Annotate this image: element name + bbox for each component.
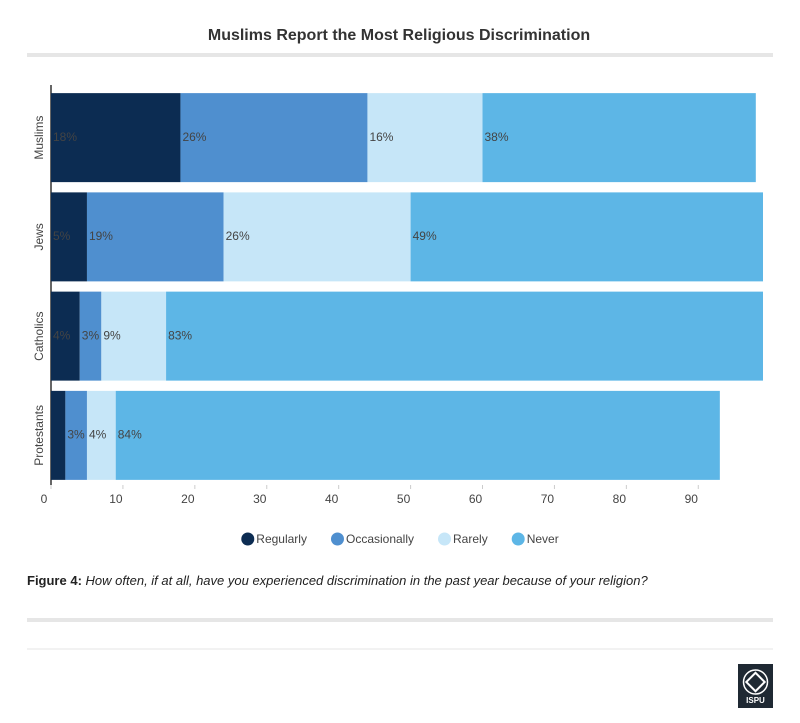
chart-title: Muslims Report the Most Religious Discri… bbox=[208, 27, 590, 44]
value-label: 84% bbox=[118, 428, 142, 442]
bar-segment bbox=[51, 93, 181, 183]
bar-segment bbox=[101, 291, 167, 381]
legend-label: Rarely bbox=[453, 532, 488, 546]
x-tick-label: 90 bbox=[685, 492, 699, 506]
value-label: 4% bbox=[89, 428, 107, 442]
value-label: 83% bbox=[168, 328, 192, 342]
legend-swatch bbox=[241, 532, 255, 546]
value-label: 38% bbox=[485, 130, 509, 144]
x-tick-label: 10 bbox=[109, 492, 123, 506]
y-tick-label: Catholics bbox=[32, 311, 46, 360]
bar-segment bbox=[115, 390, 720, 480]
value-label: 18% bbox=[53, 130, 77, 144]
bar-segment bbox=[51, 291, 80, 381]
x-tick-label: 40 bbox=[325, 492, 339, 506]
legend-swatch bbox=[330, 532, 344, 546]
value-label: 26% bbox=[226, 229, 250, 243]
caption: Figure 4: How often, if at all, have you… bbox=[27, 573, 649, 588]
x-tick-label: 50 bbox=[397, 492, 411, 506]
legend-label: Never bbox=[527, 532, 559, 546]
bar-segment bbox=[86, 390, 116, 480]
legend-swatch bbox=[438, 532, 452, 546]
divider bbox=[27, 53, 773, 57]
bar-segment bbox=[482, 93, 756, 183]
logo-text: ISPU bbox=[746, 696, 765, 705]
value-label: 19% bbox=[89, 229, 113, 243]
x-tick-label: 80 bbox=[613, 492, 627, 506]
bar-segment bbox=[86, 192, 224, 282]
legend-item: Never bbox=[511, 532, 559, 546]
y-tick-label: Jews bbox=[32, 223, 46, 250]
bar-segment bbox=[223, 192, 411, 282]
legend-item: Regularly bbox=[241, 532, 307, 546]
bar-segment bbox=[367, 93, 483, 183]
value-label: 49% bbox=[413, 229, 437, 243]
value-label: 4% bbox=[53, 328, 71, 342]
logo-diamond bbox=[744, 671, 767, 693]
divider bbox=[27, 618, 773, 622]
legend-item: Rarely bbox=[438, 532, 488, 546]
x-tick-label: 0 bbox=[41, 492, 48, 506]
bar-segment bbox=[79, 291, 102, 381]
caption-label: Figure 4: bbox=[27, 573, 82, 588]
legend-label: Occasionally bbox=[346, 532, 414, 546]
value-label: 3% bbox=[82, 328, 100, 342]
bar-segment bbox=[51, 192, 87, 282]
legend-swatch bbox=[511, 532, 525, 546]
value-label: 26% bbox=[182, 130, 206, 144]
value-label: 16% bbox=[369, 130, 393, 144]
value-label: 3% bbox=[67, 428, 85, 442]
bar-segment bbox=[166, 291, 764, 381]
bar-segment bbox=[51, 390, 66, 480]
logo: ISPU bbox=[738, 664, 773, 708]
value-label: 5% bbox=[53, 229, 71, 243]
legend-item: Occasionally bbox=[330, 532, 414, 546]
x-tick-label: 70 bbox=[541, 492, 555, 506]
logo-ring bbox=[742, 669, 769, 695]
legend-label: Regularly bbox=[256, 532, 307, 546]
bar-segment bbox=[65, 390, 87, 480]
y-tick-label: Muslims bbox=[32, 116, 46, 160]
bar-segment bbox=[180, 93, 368, 183]
caption-text: How often, if at all, have you experienc… bbox=[86, 573, 649, 588]
bar-segment bbox=[410, 192, 763, 282]
y-tick-label: Protestants bbox=[32, 405, 46, 466]
x-tick-label: 60 bbox=[469, 492, 483, 506]
x-tick-label: 30 bbox=[253, 492, 267, 506]
value-label: 9% bbox=[103, 328, 121, 342]
x-tick-label: 20 bbox=[181, 492, 195, 506]
